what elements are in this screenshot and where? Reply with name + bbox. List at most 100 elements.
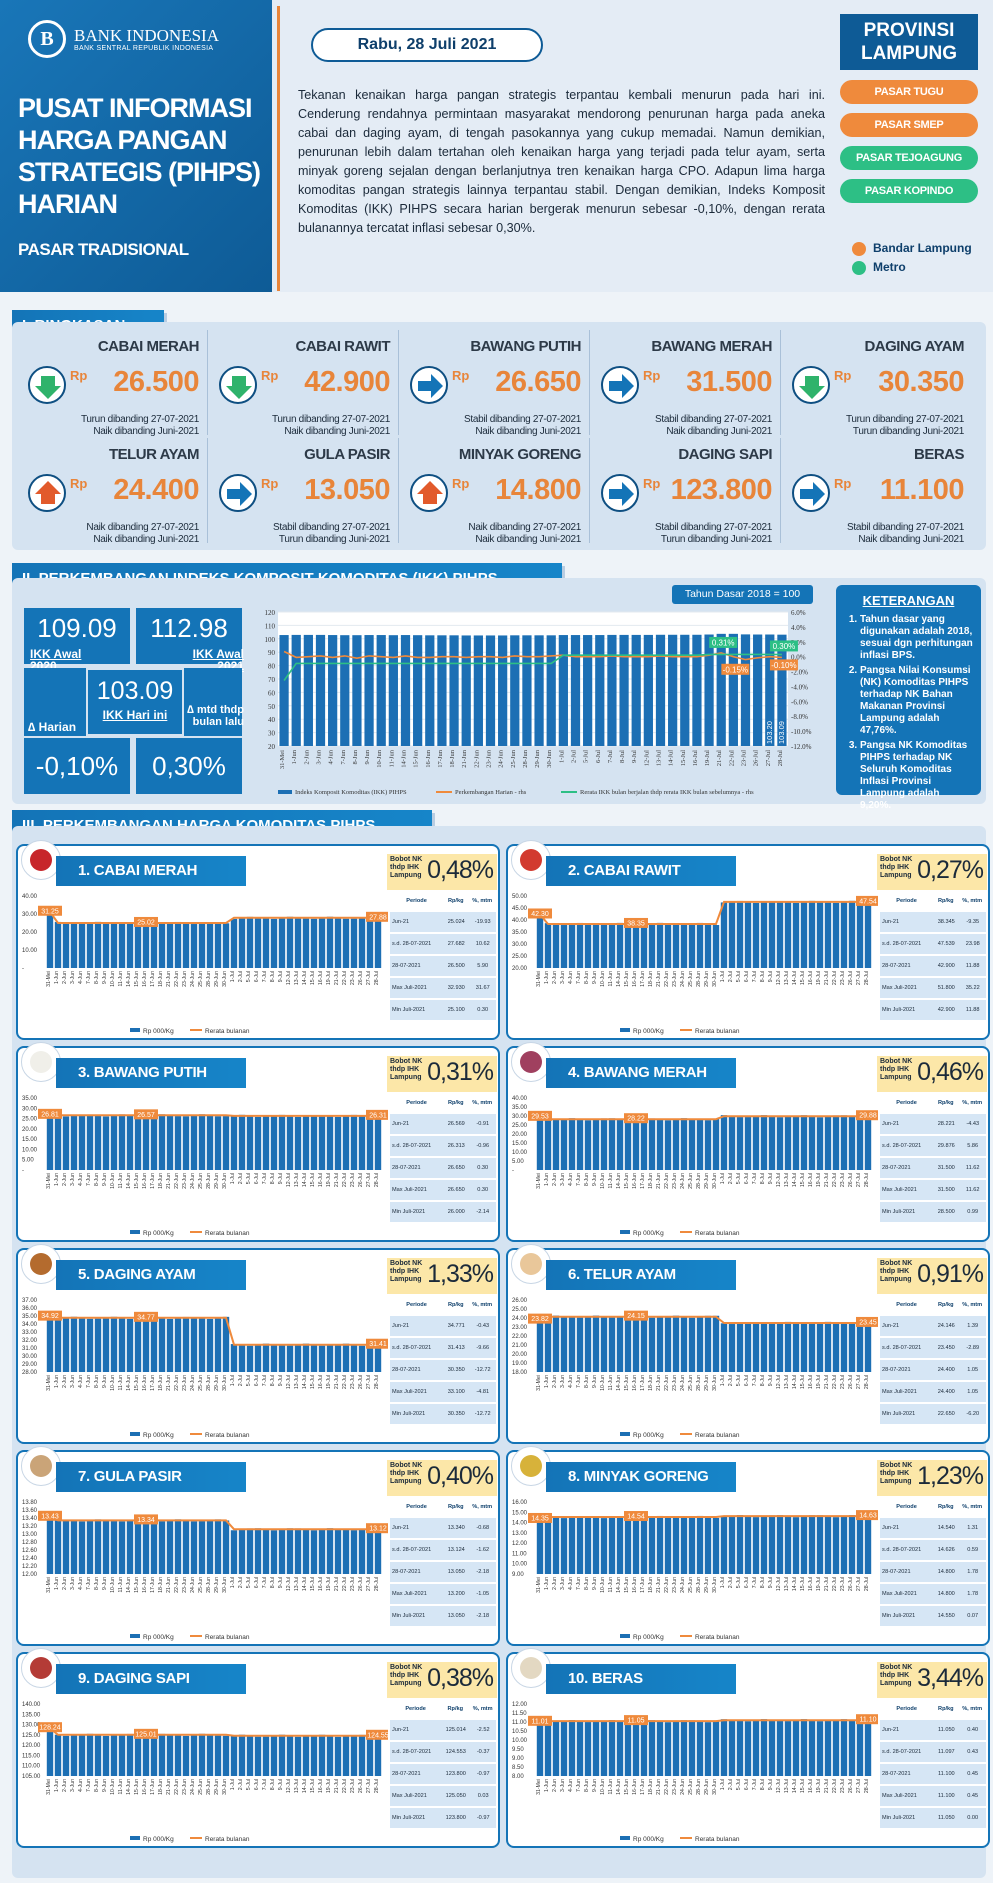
commodity-name: MINYAK GORENG	[458, 446, 582, 463]
x-tick-label: 21-Jul	[716, 750, 723, 766]
y-tick-label: 15.00	[512, 1141, 528, 1147]
price-bar	[704, 1722, 712, 1776]
x-tick-label: 2-Jun	[62, 1779, 68, 1792]
bobot-label: Bobot NK thdp IHK Lampung	[390, 1260, 423, 1283]
x-tick-label: 15-Jun	[134, 1173, 140, 1189]
x-tick-label: 23-Jul	[840, 1577, 846, 1591]
y2-tick-label: 4.0%	[791, 624, 806, 632]
price-bar	[110, 1316, 118, 1372]
price-bar	[78, 1734, 86, 1776]
x-tick-label: 16-Jun	[142, 1779, 148, 1795]
price-bar	[816, 1322, 824, 1372]
table-header: %, mtm	[468, 1094, 496, 1114]
price-bar	[166, 1734, 174, 1776]
table-row: s.d. 28-07-2021 11.097 0.43	[880, 1741, 986, 1764]
x-tick-label: 7-Jun	[576, 1173, 582, 1186]
x-tick-label: 9-Jul	[768, 1173, 774, 1184]
table-row: s.d. 28-07-2021 47.539 23.98	[880, 933, 986, 956]
table-cell: Min Juli-2021	[390, 1403, 444, 1426]
price-bar	[752, 902, 760, 968]
y2-tick-label: -2.0%	[791, 669, 808, 677]
x-tick-label: 3-Jun	[70, 1375, 76, 1388]
price-bar	[752, 1720, 760, 1776]
ikk-summary: 109.09 IKK Awal 2020 112.98 IKK Awal 202…	[24, 608, 246, 794]
x-tick-label: 23-Jul	[840, 1173, 846, 1187]
x-tick-label: 12-Jul	[776, 1779, 782, 1793]
price-bar	[294, 917, 302, 968]
x-tick-label: 1-Jun	[54, 1173, 60, 1186]
price-bar	[350, 918, 358, 968]
table-cell: Min Juli-2021	[880, 1201, 934, 1224]
legend-line-label: Rerata bulanan	[695, 1836, 740, 1843]
table-cell: s.d. 28-07-2021	[880, 933, 934, 956]
price-bar	[536, 1116, 544, 1170]
price-bar	[680, 1720, 688, 1776]
ikk-awal-2020-number: 109.09	[37, 613, 117, 643]
price-bar	[840, 1115, 848, 1170]
price-bar	[142, 1519, 150, 1574]
x-tick-label: 29-Jun	[704, 971, 710, 987]
price-bar	[334, 1344, 342, 1372]
table-header: Rp/kg	[443, 892, 469, 912]
x-tick-label: 30-Jun	[712, 1173, 718, 1189]
y-tick-label: 12.00	[22, 1572, 38, 1578]
daily-change-note: Turun dibanding 27-07-2021	[271, 414, 390, 425]
price-bar	[816, 901, 824, 968]
y2-tick-label: 2.0%	[791, 639, 806, 647]
x-tick-label: 5-Jul	[736, 1779, 742, 1790]
y-tick-label: -	[22, 966, 24, 972]
price-bar	[752, 1517, 760, 1574]
price-bar	[776, 1515, 784, 1574]
x-tick-label: 2-Jun	[62, 1173, 68, 1186]
x-tick-label: 9-Jul	[278, 1375, 284, 1386]
table-cell: 1.39	[958, 1315, 986, 1338]
ikk-bar	[473, 635, 483, 746]
table-row: Max Juli-2021 26.650 0.30	[390, 1179, 496, 1202]
annotation-label: -0.15%	[723, 665, 748, 674]
price-bar	[816, 1721, 824, 1776]
table-header: Rp/kg	[933, 1094, 959, 1114]
x-tick-label: 14-Jul	[792, 971, 798, 985]
x-tick-label: 7-Jun	[86, 1779, 92, 1792]
x-tick-label: 28-Jul	[864, 1375, 870, 1389]
price-bar	[254, 1528, 262, 1574]
price-bar	[254, 1344, 262, 1372]
avg-label-box	[38, 905, 62, 916]
x-tick-label: 6-Jul	[254, 971, 260, 982]
price-bar	[62, 1116, 70, 1170]
table-cell: -6.20	[958, 1403, 986, 1426]
x-tick-label: 28-Jun	[696, 1375, 702, 1391]
price-bar	[736, 1117, 744, 1170]
x-tick-label: 14-Jun	[401, 749, 408, 767]
y-tick-label: 35.00	[22, 1096, 38, 1102]
table-cell: 0.99	[958, 1201, 986, 1224]
annotation-label: -0.10%	[771, 661, 796, 670]
table-cell: Jun-21	[390, 1113, 444, 1136]
price-bar	[294, 1528, 302, 1574]
x-tick-label: 18-Jun	[648, 1779, 654, 1795]
ikk-bar	[655, 634, 666, 746]
price-bar	[70, 1316, 78, 1372]
table-cell: 26.569	[443, 1113, 469, 1136]
price-bar	[350, 1344, 358, 1372]
price-bar	[198, 1114, 206, 1170]
price-bar	[326, 1528, 334, 1574]
table-header: Periode	[880, 1700, 934, 1720]
x-tick-label: 24-Jun	[680, 971, 686, 987]
table-header: %, mtm	[958, 1498, 986, 1518]
ikk-bar	[534, 635, 544, 746]
y-tick-label: 70	[268, 676, 276, 684]
table-cell: 1.05	[958, 1381, 986, 1404]
x-tick-label: 26-Jul	[848, 971, 854, 985]
annotation-box	[721, 663, 750, 675]
table-cell: 31.500	[933, 1179, 959, 1202]
price-bar	[728, 1324, 736, 1372]
x-tick-label: 9-Jun	[592, 971, 598, 984]
x-tick-label: 12-Jul	[286, 971, 292, 985]
price-bar	[688, 1317, 696, 1372]
x-tick-label: 8-Jun	[94, 1779, 100, 1792]
price-bar	[310, 918, 318, 968]
bobot-value: 1,33%	[427, 1260, 494, 1288]
x-tick-label: 15-Jul	[800, 971, 806, 985]
x-tick-label: 16-Jun	[142, 1173, 148, 1189]
